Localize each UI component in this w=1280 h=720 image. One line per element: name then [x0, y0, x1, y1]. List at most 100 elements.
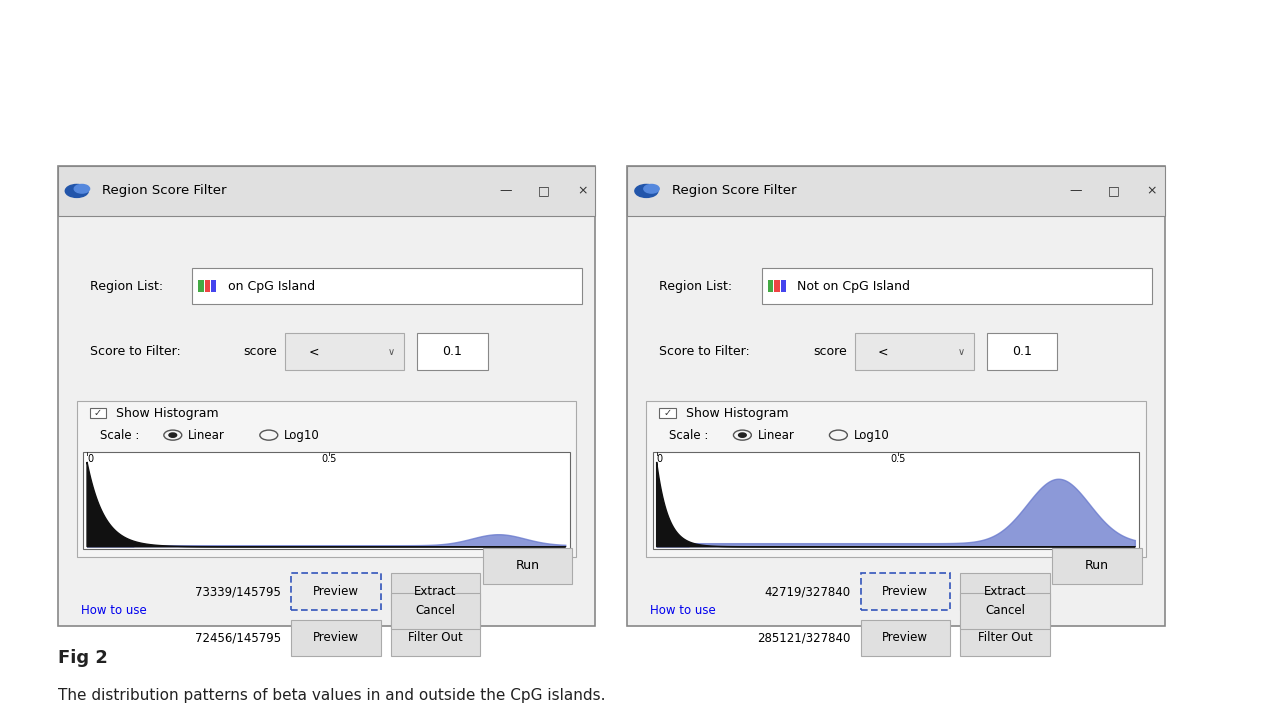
Polygon shape [87, 535, 566, 546]
Text: 0.1: 0.1 [443, 345, 462, 358]
Text: How to use: How to use [81, 604, 146, 617]
Bar [205, 280, 210, 292]
FancyBboxPatch shape [417, 333, 488, 370]
FancyBboxPatch shape [192, 268, 582, 305]
Text: Cancel: Cancel [986, 604, 1025, 617]
Text: score: score [243, 345, 276, 358]
Text: <: < [308, 345, 319, 358]
Text: <: < [878, 345, 888, 358]
Text: Region Score Filter: Region Score Filter [672, 184, 796, 197]
FancyBboxPatch shape [58, 166, 595, 626]
FancyBboxPatch shape [83, 452, 570, 549]
Text: on CpG Island: on CpG Island [228, 279, 315, 292]
Text: ×: × [1147, 184, 1157, 197]
FancyBboxPatch shape [285, 333, 404, 370]
Bar [198, 280, 204, 292]
Circle shape [635, 184, 658, 197]
Text: 285121/327840: 285121/327840 [756, 631, 850, 644]
Polygon shape [87, 462, 566, 546]
Text: 0.5: 0.5 [321, 454, 337, 464]
Text: Region List:: Region List: [90, 279, 163, 292]
Text: score: score [813, 345, 846, 358]
FancyBboxPatch shape [860, 574, 950, 610]
Text: Fig 2: Fig 2 [58, 649, 108, 667]
FancyBboxPatch shape [860, 620, 950, 656]
Text: Cancel: Cancel [416, 604, 456, 617]
Bar [659, 408, 676, 418]
Bar [781, 280, 786, 292]
Text: Linear: Linear [188, 428, 225, 441]
Bar [774, 280, 780, 292]
Text: Preview: Preview [882, 585, 928, 598]
FancyBboxPatch shape [987, 333, 1057, 370]
FancyBboxPatch shape [483, 548, 572, 584]
Circle shape [65, 184, 88, 197]
Text: Region Score Filter: Region Score Filter [102, 184, 227, 197]
FancyBboxPatch shape [627, 166, 1165, 626]
Polygon shape [657, 480, 1135, 546]
Text: Extract: Extract [984, 585, 1027, 598]
Text: Preview: Preview [312, 631, 358, 644]
Text: How to use: How to use [650, 604, 716, 617]
Bar [627, 166, 1165, 216]
Text: 0.1: 0.1 [1012, 345, 1032, 358]
Text: Score to Filter:: Score to Filter: [90, 345, 180, 358]
Text: Log10: Log10 [284, 428, 320, 441]
Text: Score to Filter:: Score to Filter: [659, 345, 750, 358]
Text: Filter Out: Filter Out [978, 631, 1033, 644]
Circle shape [644, 184, 659, 193]
Text: Log10: Log10 [854, 428, 890, 441]
Text: ✓: ✓ [93, 408, 102, 418]
Text: Filter Out: Filter Out [408, 631, 463, 644]
Text: Linear: Linear [758, 428, 795, 441]
Bar [90, 408, 106, 418]
FancyBboxPatch shape [291, 574, 380, 610]
FancyBboxPatch shape [855, 333, 974, 370]
FancyBboxPatch shape [291, 620, 380, 656]
Text: —: — [1069, 184, 1082, 197]
Bar [58, 166, 595, 216]
FancyBboxPatch shape [1052, 548, 1142, 584]
Bar [768, 280, 773, 292]
Text: 42719/327840: 42719/327840 [764, 585, 850, 598]
Text: Scale :: Scale : [100, 428, 140, 441]
Text: Preview: Preview [312, 585, 358, 598]
Text: The distribution patterns of beta values in and outside the CpG islands.: The distribution patterns of beta values… [58, 688, 605, 703]
Circle shape [74, 184, 90, 193]
Text: —: — [499, 184, 512, 197]
Text: ✓: ✓ [663, 408, 672, 418]
Text: Show Histogram: Show Histogram [686, 407, 788, 420]
FancyBboxPatch shape [390, 593, 480, 629]
Bar [211, 280, 216, 292]
FancyBboxPatch shape [762, 268, 1152, 305]
Text: ×: × [577, 184, 588, 197]
Text: Extract: Extract [415, 585, 457, 598]
Text: 73339/145795: 73339/145795 [195, 585, 280, 598]
Circle shape [169, 433, 177, 437]
FancyBboxPatch shape [646, 401, 1146, 557]
FancyBboxPatch shape [653, 452, 1139, 549]
Text: Run: Run [516, 559, 539, 572]
Text: ∨: ∨ [388, 346, 396, 356]
Polygon shape [657, 462, 1135, 546]
FancyBboxPatch shape [960, 593, 1050, 629]
FancyBboxPatch shape [390, 574, 480, 610]
Text: Show Histogram: Show Histogram [116, 407, 219, 420]
Text: Region List:: Region List: [659, 279, 732, 292]
Text: ∨: ∨ [957, 346, 965, 356]
Text: Preview: Preview [882, 631, 928, 644]
Text: 0: 0 [657, 454, 663, 464]
Text: Not on CpG Island: Not on CpG Island [797, 279, 910, 292]
FancyBboxPatch shape [77, 401, 576, 557]
FancyBboxPatch shape [960, 574, 1050, 610]
Text: Scale :: Scale : [669, 428, 709, 441]
Text: □: □ [538, 184, 550, 197]
Text: 72456/145795: 72456/145795 [195, 631, 280, 644]
FancyBboxPatch shape [960, 620, 1050, 656]
FancyBboxPatch shape [390, 620, 480, 656]
Text: 0.5: 0.5 [891, 454, 906, 464]
Text: Run: Run [1085, 559, 1108, 572]
Text: 0: 0 [87, 454, 93, 464]
Circle shape [739, 433, 746, 437]
Text: □: □ [1107, 184, 1120, 197]
